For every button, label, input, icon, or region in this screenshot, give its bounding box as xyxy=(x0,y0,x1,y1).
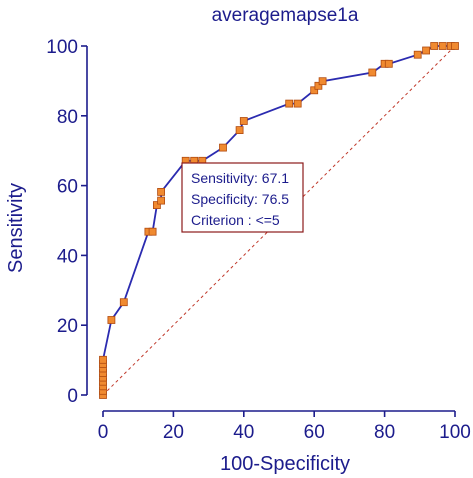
tick-labels: 0 20 40 60 80 100 0 20 40 60 80 100 xyxy=(46,37,471,443)
y-tick-label: 20 xyxy=(57,316,78,337)
roc-point xyxy=(318,77,327,86)
roc-point xyxy=(152,201,161,210)
roc-point xyxy=(451,42,459,50)
roc-point xyxy=(310,86,319,95)
annotation-criterion: Criterion : <=5 xyxy=(191,212,280,228)
roc-point xyxy=(430,42,439,50)
roc-point xyxy=(413,50,422,59)
y-tick-label: 80 xyxy=(57,107,78,128)
roc-point xyxy=(99,355,107,364)
criterion-annotation: Sensitivity: 67.1 Specificity: 76.5 Crit… xyxy=(181,162,304,233)
y-tick-label: 100 xyxy=(46,37,78,58)
roc-point xyxy=(368,68,377,77)
x-tick-label: 80 xyxy=(374,422,395,443)
roc-point xyxy=(293,99,302,108)
annotation-sensitivity: Sensitivity: 67.1 xyxy=(191,170,289,186)
roc-point xyxy=(239,117,248,125)
roc-point xyxy=(157,196,166,205)
tick-marks xyxy=(81,45,456,417)
y-tick-label: 60 xyxy=(57,177,78,198)
roc-markers xyxy=(99,42,459,399)
roc-point xyxy=(438,42,447,50)
roc-point xyxy=(422,46,431,55)
roc-point xyxy=(219,143,227,152)
roc-point xyxy=(384,59,393,68)
x-tick-label: 0 xyxy=(98,422,109,443)
x-axis-label: 100-Specificity xyxy=(220,453,350,475)
chart-title: averagemapse1a xyxy=(212,5,359,26)
y-tick-label: 40 xyxy=(57,246,78,267)
x-tick-label: 100 xyxy=(439,422,471,443)
y-tick-label: 0 xyxy=(67,386,78,407)
roc-point xyxy=(314,81,323,90)
roc-point xyxy=(285,99,294,108)
roc-point xyxy=(157,187,166,196)
axes xyxy=(86,46,455,412)
roc-point xyxy=(119,298,128,307)
annotation-specificity: Specificity: 76.5 xyxy=(191,191,289,207)
annotation-box xyxy=(181,162,304,233)
roc-point xyxy=(235,126,244,134)
x-tick-label: 60 xyxy=(304,422,325,443)
x-tick-label: 20 xyxy=(163,422,184,443)
roc-point xyxy=(107,316,116,324)
x-tick-label: 40 xyxy=(233,422,254,443)
y-axis-label: Sensitivity xyxy=(5,183,27,273)
roc-point xyxy=(148,227,157,236)
